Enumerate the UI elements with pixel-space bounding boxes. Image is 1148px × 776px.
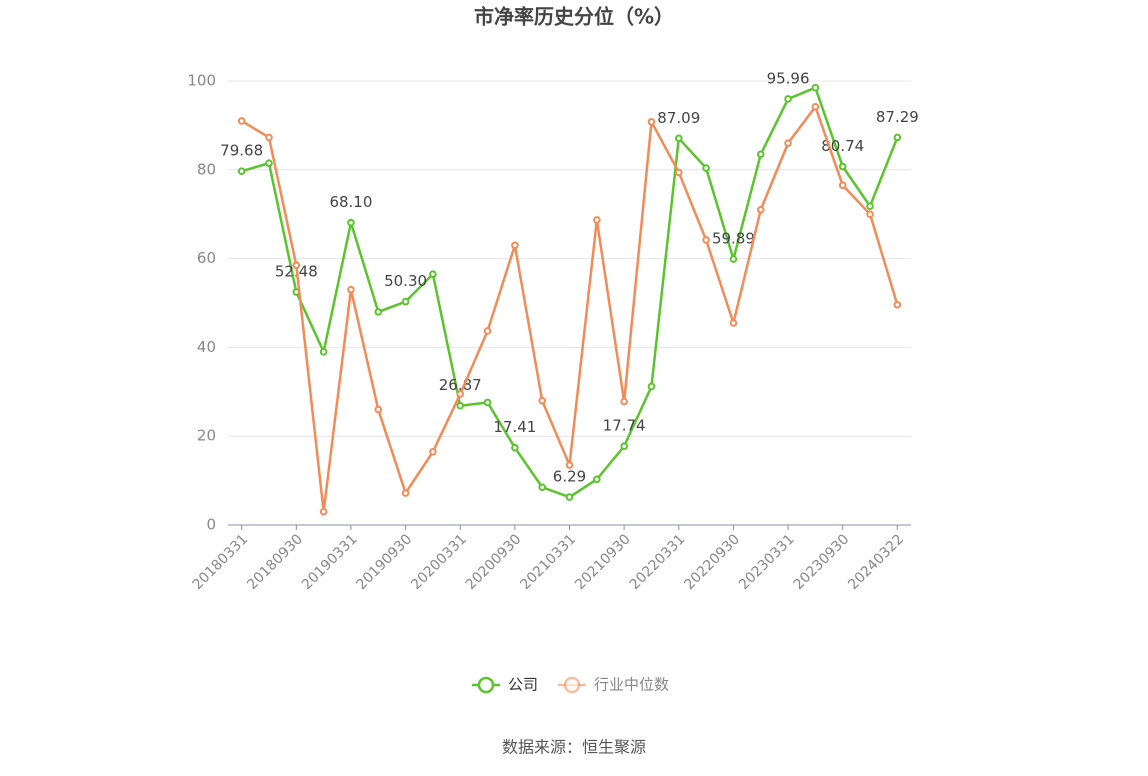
x-tick-label: 20190331 (299, 531, 361, 593)
y-tick-label: 100 (187, 72, 216, 90)
data-point (429, 447, 437, 456)
data-point (292, 261, 301, 270)
x-tick-label: 20200930 (463, 531, 525, 593)
data-point (784, 95, 792, 103)
data-point (374, 405, 383, 414)
data-point (702, 164, 710, 172)
legend-label: 公司 (508, 676, 538, 694)
x-tick-label: 20220930 (681, 531, 743, 593)
data-label: 87.29 (876, 108, 919, 126)
data-point (483, 327, 492, 335)
y-tick-label: 40 (197, 338, 216, 356)
chart-title: 市净率历史分位（%） (474, 5, 674, 29)
data-label: 68.10 (329, 193, 372, 211)
data-point (319, 507, 328, 516)
data-point (702, 236, 710, 244)
y-tick-label: 20 (197, 427, 216, 445)
data-point (866, 210, 874, 218)
legend-marker (477, 676, 495, 694)
data-point (620, 442, 628, 451)
x-tick-label: 20230331 (736, 531, 798, 593)
source: 数据来源：恒生聚源 (502, 738, 646, 757)
x-tick-label: 20180331 (190, 531, 252, 593)
y-tick-label: 0 (206, 516, 216, 534)
data-label: 26.87 (439, 376, 482, 394)
data-point (538, 396, 546, 405)
series-line (241, 85, 899, 499)
data-point (838, 162, 847, 171)
x-tick-label: 20230930 (791, 531, 853, 593)
x-tick-label: 20220331 (627, 531, 689, 593)
data-point (893, 300, 902, 309)
data-label: 6.29 (553, 468, 586, 486)
x-tick-label: 20240322 (845, 531, 907, 593)
legend-marker (563, 676, 581, 694)
data-point (893, 133, 902, 142)
data-point (511, 443, 519, 452)
data-point (593, 475, 601, 484)
data-point (674, 168, 683, 177)
data-label: 17.41 (493, 418, 536, 436)
data-point (483, 398, 492, 407)
data-point (237, 117, 246, 125)
data-point (456, 390, 465, 398)
data-point (729, 319, 738, 327)
data-point (729, 255, 738, 263)
data-point (265, 159, 273, 167)
data-label: 87.09 (657, 109, 700, 127)
data-point (756, 150, 765, 159)
data-point (565, 461, 574, 469)
data-point (866, 202, 874, 211)
y-tick-label: 80 (197, 160, 216, 178)
data-point (401, 489, 410, 497)
x-tick-label: 20200331 (408, 531, 470, 593)
x-tick-label: 20210331 (517, 531, 579, 593)
data-point (265, 133, 273, 142)
data-point (538, 483, 546, 492)
data-point (647, 118, 656, 126)
data-point (811, 102, 820, 111)
data-label: 80.74 (821, 137, 864, 155)
data-label: 50.30 (384, 272, 427, 290)
data-point (756, 205, 765, 214)
data-point (374, 308, 383, 316)
data-point (593, 216, 601, 224)
data-point (565, 493, 574, 501)
data-label: 79.68 (220, 142, 263, 160)
data-point (811, 83, 820, 92)
x-tick-label: 20180930 (244, 531, 306, 593)
data-point (511, 241, 519, 250)
legend-label: 行业中位数 (594, 676, 669, 694)
data-point (347, 285, 355, 294)
data-point (429, 270, 437, 278)
data-point (647, 382, 656, 391)
data-point (838, 181, 847, 190)
data-label: 95.96 (767, 69, 810, 87)
data-point (784, 139, 792, 147)
data-point (401, 297, 410, 306)
data-label: 59.89 (712, 230, 755, 248)
series-line (241, 104, 899, 512)
x-tick-label: 20210930 (572, 531, 634, 593)
x-tick-label: 20190930 (354, 531, 416, 593)
data-point (456, 401, 465, 410)
data-label: 17.74 (603, 417, 646, 435)
data-point (237, 167, 246, 176)
data-point (319, 348, 328, 356)
y-tick-label: 60 (197, 249, 216, 267)
data-point (674, 134, 683, 143)
data-point (620, 397, 628, 406)
data-point (347, 218, 355, 227)
